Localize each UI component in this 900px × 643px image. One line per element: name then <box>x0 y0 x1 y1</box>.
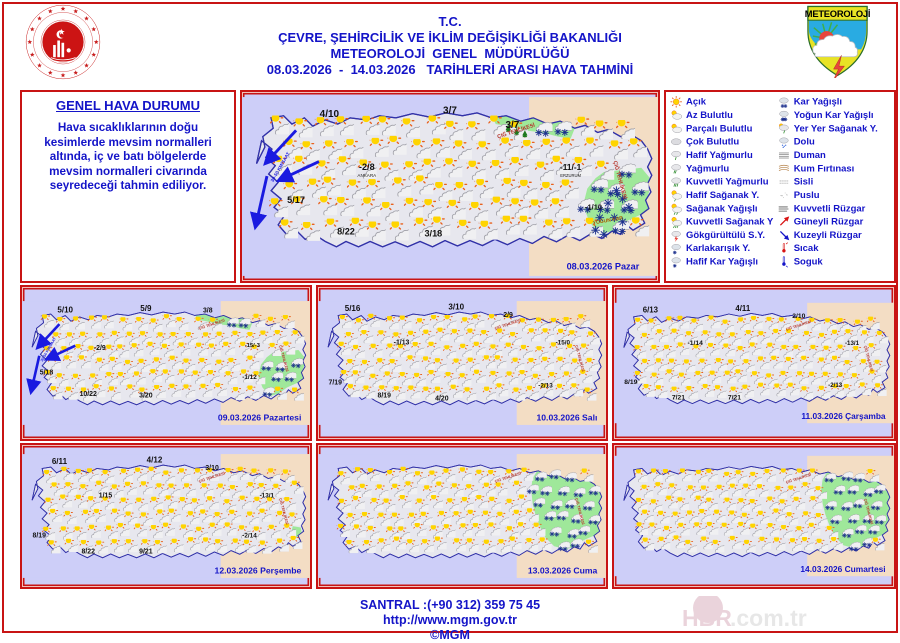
svg-text:3/10: 3/10 <box>448 303 464 312</box>
svg-text:14.03.2026 Cumartesi: 14.03.2026 Cumartesi <box>800 564 885 574</box>
svg-text:5/10: 5/10 <box>57 306 73 315</box>
svg-text:5/16: 5/16 <box>345 304 361 313</box>
svg-text:9/21: 9/21 <box>139 548 153 555</box>
svg-text:6/11: 6/11 <box>52 457 68 466</box>
svg-text:ANKARA: ANKARA <box>357 173 377 178</box>
svg-text:5/17: 5/17 <box>287 195 305 205</box>
svg-text:5/18: 5/18 <box>40 370 54 377</box>
svg-text:09.03.2026 Pazartesi: 09.03.2026 Pazartesi <box>218 413 301 423</box>
svg-text:METEOROLOJİ: METEOROLOJİ <box>805 9 870 19</box>
svg-text:-2/14: -2/14 <box>242 533 257 540</box>
svg-text:3/8: 3/8 <box>203 308 213 315</box>
svg-text:Kar Yağışlı: Kar Yağışlı <box>794 97 842 108</box>
svg-text:Yağmurlu: Yağmurlu <box>686 163 729 174</box>
svg-text:7/19: 7/19 <box>329 380 343 387</box>
svg-text:4/10: 4/10 <box>320 109 340 120</box>
svg-text:10.03.2026 Salı: 10.03.2026 Salı <box>536 413 597 423</box>
svg-text:.com.tr: .com.tr <box>730 605 807 631</box>
svg-text:10/22: 10/22 <box>80 391 97 398</box>
svg-text:3/18: 3/18 <box>424 228 442 238</box>
svg-text:Puslu: Puslu <box>794 190 820 201</box>
svg-text:Duman: Duman <box>794 150 826 161</box>
svg-text:8/19: 8/19 <box>378 393 392 400</box>
svg-text:Kuzeyli Rüzgar: Kuzeyli Rüzgar <box>794 230 862 241</box>
svg-text:-2/8: -2/8 <box>359 162 375 172</box>
svg-text:8/22: 8/22 <box>82 548 96 555</box>
svg-text:Kum Fırtınası: Kum Fırtınası <box>794 163 855 174</box>
svg-text:Yoğun Kar Yağışlı: Yoğun Kar Yağışlı <box>794 110 874 121</box>
svg-text:-13/1: -13/1 <box>260 492 275 499</box>
svg-text:Hafif Kar Yağışlı: Hafif Kar Yağışlı <box>686 257 758 268</box>
svg-text:3/20: 3/20 <box>139 393 153 400</box>
svg-text:-13/1: -13/1 <box>845 340 860 347</box>
svg-text:8/19: 8/19 <box>624 379 637 386</box>
svg-text:-11/-1: -11/-1 <box>560 162 582 172</box>
svg-text:6/13: 6/13 <box>643 306 659 315</box>
svg-text:08.03.2026 Pazar: 08.03.2026 Pazar <box>567 262 640 272</box>
svg-text:Kuvvetli Sağanak Y: Kuvvetli Sağanak Y <box>686 217 774 228</box>
svg-text:Sağanak Yağışlı: Sağanak Yağışlı <box>686 203 758 214</box>
svg-text:2/10: 2/10 <box>792 313 805 320</box>
svg-text:Sıcak: Sıcak <box>794 243 820 254</box>
svg-text:8/22: 8/22 <box>337 226 355 236</box>
svg-text:Hafif Yağmurlu: Hafif Yağmurlu <box>686 150 753 161</box>
svg-text:Soguk: Soguk <box>794 257 824 268</box>
svg-text:1/15: 1/15 <box>99 492 113 499</box>
svg-text:Hafif Sağanak Y.: Hafif Sağanak Y. <box>686 190 759 201</box>
svg-text:-15/0: -15/0 <box>556 339 571 346</box>
svg-text:Kuvvetli Yağmurlu: Kuvvetli Yağmurlu <box>686 177 769 188</box>
svg-text:Açık: Açık <box>686 97 707 108</box>
svg-text:ERZURUM: ERZURUM <box>560 173 581 178</box>
svg-text:Karlakarışık Y.: Karlakarışık Y. <box>686 243 750 254</box>
svg-text:Güneyli Rüzgar: Güneyli Rüzgar <box>794 217 864 228</box>
svg-text:11.03.2026 Çarşamba: 11.03.2026 Çarşamba <box>801 411 886 421</box>
svg-text:-1/13: -1/13 <box>394 339 410 346</box>
svg-text:-15/-3: -15/-3 <box>245 343 260 349</box>
svg-text:Gökgürültülü S.Y.: Gökgürültülü S.Y. <box>686 230 765 241</box>
svg-text:HBR: HBR <box>682 605 732 631</box>
svg-text:4/12: 4/12 <box>147 456 163 465</box>
svg-text:-2/13: -2/13 <box>828 382 843 389</box>
svg-text:4/11: 4/11 <box>735 304 750 313</box>
svg-text:Sisli: Sisli <box>794 177 814 188</box>
svg-text:Az Bulutlu: Az Bulutlu <box>686 110 733 121</box>
svg-text:Parçalı Bulutlu: Parçalı Bulutlu <box>686 123 753 134</box>
svg-text:2/9: 2/9 <box>503 312 513 319</box>
svg-text:-1/10: -1/10 <box>585 202 602 211</box>
svg-text:5/9: 5/9 <box>140 304 152 313</box>
svg-text:12.03.2026 Perşembe: 12.03.2026 Perşembe <box>215 566 302 576</box>
svg-text:-2/9: -2/9 <box>94 345 106 352</box>
svg-text:7/21: 7/21 <box>672 394 685 401</box>
svg-text:Çok Bulutlu: Çok Bulutlu <box>686 137 739 148</box>
svg-text:Kuvvetli Rüzgar: Kuvvetli Rüzgar <box>794 203 866 214</box>
svg-text:4/20: 4/20 <box>435 395 449 402</box>
svg-text:Dolu: Dolu <box>794 137 815 148</box>
svg-text:13.03.2026 Cuma: 13.03.2026 Cuma <box>528 566 598 576</box>
svg-text:-1/14: -1/14 <box>688 340 704 347</box>
svg-text:Yer Yer Sağanak Y.: Yer Yer Sağanak Y. <box>794 123 878 134</box>
svg-text:-1/12: -1/12 <box>242 374 257 381</box>
svg-text:3/7: 3/7 <box>443 106 457 117</box>
svg-text:7/21: 7/21 <box>728 394 741 401</box>
svg-text:3/10: 3/10 <box>205 465 219 472</box>
svg-text:-2/13: -2/13 <box>538 382 553 389</box>
svg-text:8/19: 8/19 <box>33 533 47 540</box>
